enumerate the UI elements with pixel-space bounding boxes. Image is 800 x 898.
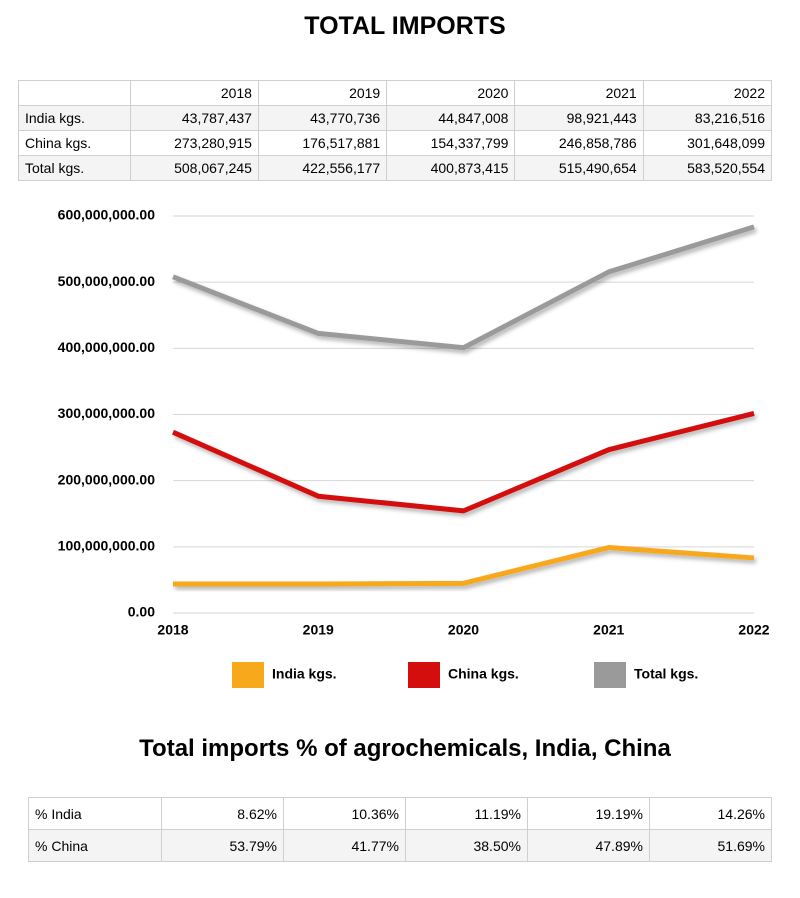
table-cell: 53.79% xyxy=(160,829,284,862)
series-line xyxy=(172,224,755,351)
table-cell: 508,067,245 xyxy=(129,155,259,181)
series-line xyxy=(172,545,755,587)
legend-label: India kgs. xyxy=(272,666,337,682)
x-tick-label: 2019 xyxy=(303,622,334,638)
table-row: % China 53.79% 41.77% 38.50% 47.89% 51.69% xyxy=(28,829,773,862)
table-row: Total kgs. 508,067,245 422,556,177 400,873,… xyxy=(18,155,773,181)
table-cell: 38.50% xyxy=(404,829,528,862)
chart: 0.00 100,000,000.00 200,000,000.00 300,000,… xyxy=(58,207,770,688)
table-cell: 10.36% xyxy=(282,797,406,830)
legend-label: China kgs. xyxy=(448,666,519,682)
x-tick-label: 2018 xyxy=(157,622,188,638)
table-cell: 2019 xyxy=(257,80,388,106)
table-cell: 400,873,415 xyxy=(386,155,516,181)
table-cell: 301,648,099 xyxy=(642,130,773,156)
legend-swatch xyxy=(232,662,264,688)
table-row: % India 8.62% 10.36% 11.19% 19.19% 14.26% xyxy=(28,797,773,830)
table-cell: 44,847,008 xyxy=(386,105,516,131)
y-tick-label: 400,000,000.00 xyxy=(58,339,156,355)
table-cell: % China xyxy=(28,829,162,862)
x-tick-label: 2020 xyxy=(448,622,479,638)
table-cell: 422,556,177 xyxy=(257,155,388,181)
y-tick-label: 200,000,000.00 xyxy=(58,471,156,487)
table-cell: 98,921,443 xyxy=(514,105,644,131)
table-cell: 8.62% xyxy=(160,797,284,830)
legend-swatch xyxy=(408,662,440,688)
table-cell: 11.19% xyxy=(404,797,528,830)
table-cell: 41.77% xyxy=(282,829,406,862)
table-cell: 19.19% xyxy=(526,797,650,830)
table-cell xyxy=(18,80,131,106)
page-title: TOTAL IMPORTS xyxy=(304,12,506,40)
table-cell: % India xyxy=(28,797,162,830)
y-tick-label: 500,000,000.00 xyxy=(58,273,156,289)
table-cell: China kgs. xyxy=(18,130,131,156)
table-cell: 176,517,881 xyxy=(257,130,388,156)
table-cell: 154,337,799 xyxy=(386,130,516,156)
table-cell: 51.69% xyxy=(648,829,773,862)
table-row: China kgs. 273,280,915 176,517,881 154,337,… xyxy=(18,130,773,156)
table-cell: 583,520,554 xyxy=(642,155,773,181)
legend-swatch xyxy=(594,662,626,688)
table-cell: 273,280,915 xyxy=(129,130,259,156)
table-cell: 2021 xyxy=(514,80,644,106)
table-cell: 2020 xyxy=(386,80,516,106)
y-tick-label: 300,000,000.00 xyxy=(58,405,156,421)
table-cell: 515,490,654 xyxy=(514,155,644,181)
table-row: India kgs. 43,787,437 43,770,736 44,847,008… xyxy=(18,105,773,131)
share-table: % India 8.62% 10.36% 11.19% 19.19% 14.26%% Ch… xyxy=(28,797,773,862)
x-tick-label: 2021 xyxy=(593,622,624,638)
y-tick-label: 600,000,000.00 xyxy=(58,207,156,223)
table-cell: 2018 xyxy=(129,80,259,106)
x-tick-label: 2022 xyxy=(738,622,769,638)
table-cell: 47.89% xyxy=(526,829,650,862)
table-cell: India kgs. xyxy=(18,105,131,131)
table-cell: 43,770,736 xyxy=(257,105,388,131)
y-tick-label: 0.00 xyxy=(128,604,155,620)
legend-label: Total kgs. xyxy=(634,666,698,682)
table-cell: 2022 xyxy=(642,80,773,106)
table-cell: 246,858,786 xyxy=(514,130,644,156)
table-cell: 14.26% xyxy=(648,797,773,830)
table-cell: Total kgs. xyxy=(18,155,131,181)
imports-table: 2018 2019 2020 2021 2022 India kgs. 43,787,437… xyxy=(18,80,773,181)
series-line xyxy=(171,410,755,514)
y-tick-label: 100,000,000.00 xyxy=(58,538,156,554)
table-cell: 83,216,516 xyxy=(642,105,773,131)
section-heading: Total imports % of agrochemicals, India,… xyxy=(139,735,671,762)
table-row: 2018 2019 2020 2021 2022 xyxy=(18,80,773,106)
table-cell: 43,787,437 xyxy=(129,105,259,131)
